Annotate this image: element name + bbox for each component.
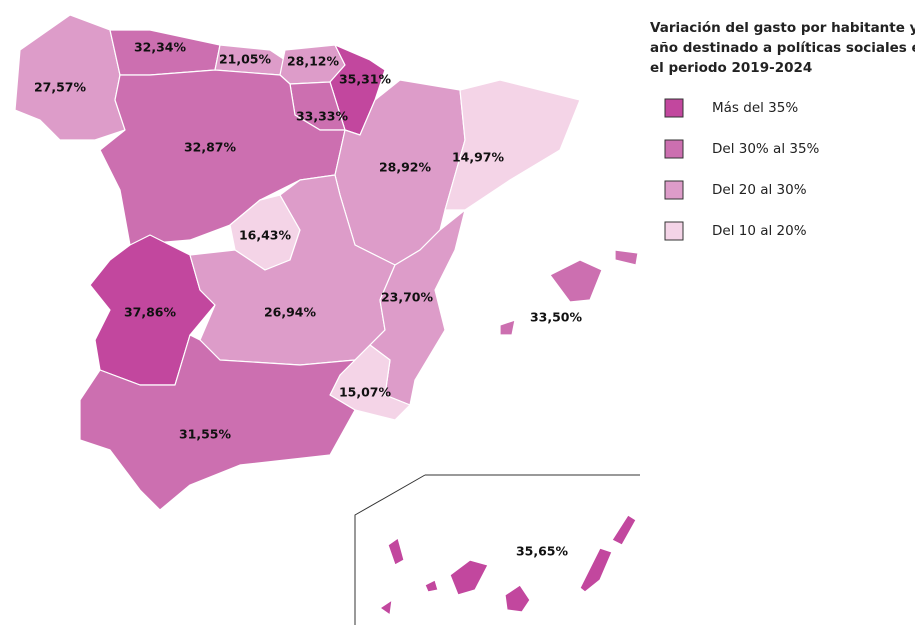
- region-value-label: 28,12%: [287, 54, 340, 69]
- title-line: año destinado a políticas sociales en: [650, 40, 915, 56]
- legend-swatch: [664, 221, 684, 241]
- title-line: Variación del gasto por habitante y: [650, 20, 915, 36]
- region-value-label: 35,31%: [339, 72, 392, 87]
- inset-border: [354, 474, 640, 625]
- region-value-label: 32,34%: [134, 40, 187, 55]
- region-value-label: 33,33%: [296, 109, 349, 124]
- region-value-label: 26,94%: [264, 305, 317, 320]
- legend-label: Más del 35%: [712, 100, 798, 116]
- legend-label: Del 20 al 30%: [712, 182, 807, 198]
- region: [79, 334, 356, 511]
- legend-label: Del 30% al 35%: [712, 141, 820, 157]
- region-value-label: 16,43%: [239, 228, 292, 243]
- legend-swatch: [664, 98, 684, 118]
- legend-swatch: [664, 180, 684, 200]
- region-value-label: 15,07%: [339, 385, 392, 400]
- region: [444, 79, 581, 211]
- region: [499, 249, 639, 336]
- region-value-label: 32,87%: [184, 140, 237, 155]
- region: [379, 514, 637, 616]
- region-value-label: 23,70%: [381, 290, 434, 305]
- region-value-label: 27,57%: [34, 80, 87, 95]
- legend: Más del 35% Del 30% al 35% Del 20 al 30% De…: [664, 98, 820, 241]
- legend-label: Del 10 al 20%: [712, 223, 807, 239]
- region-value-label: 28,92%: [379, 160, 432, 175]
- title-line: el periodo 2019-2024: [650, 60, 812, 76]
- region-value-label: 14,97%: [452, 150, 505, 165]
- regions: 27,57% 32,34% 21,05% 28,12% 35,31% 33,33% 32,8…: [14, 14, 639, 616]
- region-value-label: 21,05%: [219, 52, 272, 67]
- region-value-label: 37,86%: [124, 305, 177, 320]
- title-text: el periodo: [650, 60, 727, 76]
- region: [14, 14, 126, 141]
- region-value-label: 33,50%: [530, 310, 583, 325]
- region-value-label: 35,65%: [516, 544, 569, 559]
- legend-swatch: [664, 139, 684, 159]
- title-period: 2019-2024: [732, 60, 813, 76]
- region-value-label: 31,55%: [179, 427, 232, 442]
